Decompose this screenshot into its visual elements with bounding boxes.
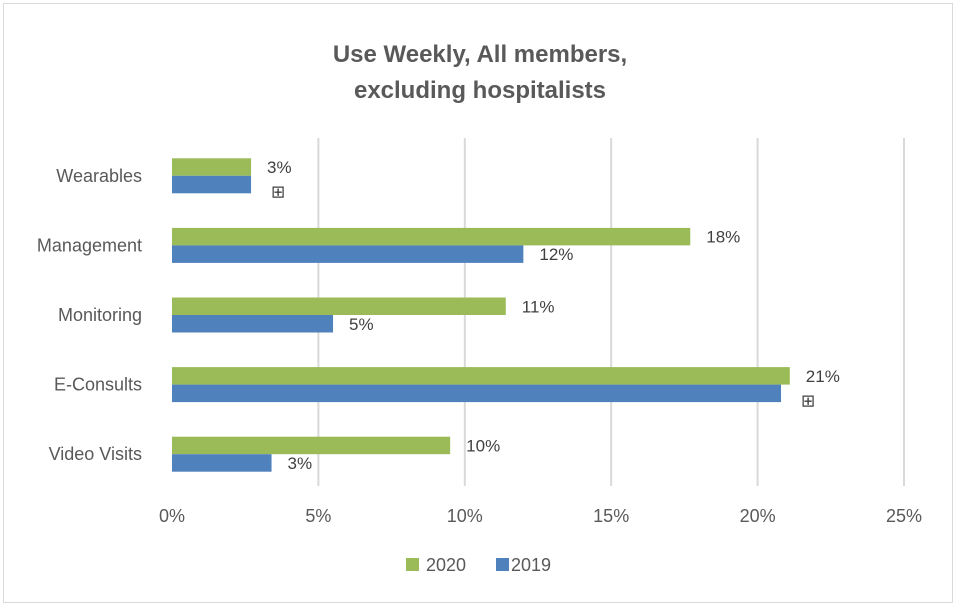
chart-title-line-2: excluding hospitalists [354, 77, 606, 104]
bar-monitoring-2020 [172, 297, 506, 315]
data-label-monitoring-2019: 5% [349, 315, 374, 334]
category-label-monitoring: Monitoring [58, 305, 142, 325]
x-tick-label: 10% [447, 506, 483, 526]
bar-e-consults-2020 [172, 367, 790, 385]
data-label-video-visits-2019: 3% [288, 454, 313, 473]
category-label-e-consults: E-Consults [54, 375, 142, 395]
data-label-management-2019: 12% [539, 245, 573, 264]
chart-title: Use Weekly, All members, excluding hospi… [333, 41, 627, 104]
bar-management-2019 [172, 245, 524, 263]
category-axis: Wearables Management Monitoring E-Consults V… [37, 166, 142, 464]
bar-video-visits-2020 [172, 436, 451, 455]
category-label-video-visits: Video Visits [49, 444, 142, 464]
data-label-management-2020: 18% [706, 228, 740, 247]
legend-label-2020: 2020 [426, 555, 466, 575]
category-label-wearables: Wearables [56, 166, 142, 186]
x-tick-label: 15% [593, 506, 629, 526]
x-tick-label: 25% [886, 506, 922, 526]
legend-swatch-2019 [496, 558, 509, 571]
data-label-e-consults-2020: 21% [806, 367, 840, 386]
data-label-wearables-2020: 3% [267, 158, 292, 177]
bar-monitoring-2019 [172, 315, 334, 333]
data-label-wearables-2019: ⊞ [271, 183, 285, 202]
bar-wearables-2020 [172, 158, 252, 176]
legend-swatch-2020 [406, 558, 419, 571]
x-tick-label: 20% [740, 506, 776, 526]
bar-management-2020 [172, 227, 691, 246]
bar-video-visits-2019 [172, 454, 272, 472]
legend: 2020 2019 [406, 555, 551, 575]
bar-e-consults-2019 [172, 384, 782, 403]
legend-label-2019: 2019 [511, 555, 551, 575]
bar-wearables-2019 [172, 175, 252, 194]
bars [172, 158, 790, 472]
data-labels: 3% ⊞ 18% 12% 11% 5% 21% ⊞ 10% 3% [267, 158, 840, 473]
value-axis: 0% 5% 10% 15% 20% 25% [159, 506, 922, 526]
data-label-video-visits-2020: 10% [466, 436, 500, 455]
data-label-e-consults-2019: ⊞ [801, 391, 815, 410]
data-label-monitoring-2020: 11% [522, 297, 555, 316]
x-tick-label: 5% [305, 506, 331, 526]
x-tick-label: 0% [159, 506, 185, 526]
chart-title-line-1: Use Weekly, All members, [333, 41, 627, 68]
category-label-management: Management [37, 235, 142, 255]
